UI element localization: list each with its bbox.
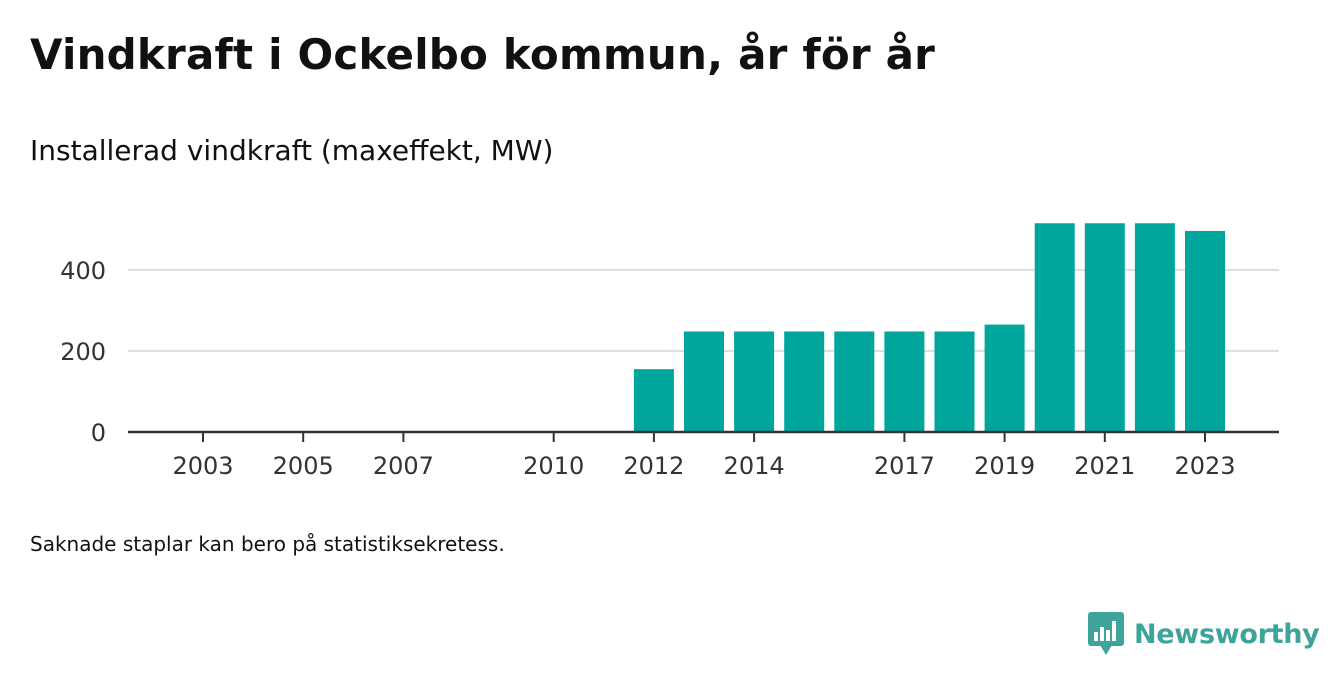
chart-title: Vindkraft i Ockelbo kommun, år för år (30, 30, 936, 79)
x-tick-label: 2010 (523, 452, 584, 480)
x-tick-label: 2012 (623, 452, 684, 480)
brand-name: Newsworthy (1134, 618, 1320, 650)
bar (784, 331, 825, 432)
x-tick-label: 2003 (172, 452, 233, 480)
bar (1034, 223, 1075, 432)
newsworthy-logo[interactable]: Newsworthy (1088, 612, 1320, 656)
y-tick-label: 400 (60, 257, 106, 285)
bar (884, 331, 925, 432)
bar (984, 324, 1025, 432)
bar (934, 331, 975, 432)
newsworthy-chart-bubble-icon (1088, 612, 1124, 655)
x-tick-label: 2005 (273, 452, 334, 480)
bar (734, 331, 775, 432)
y-tick-label: 0 (91, 419, 106, 447)
bar (1134, 223, 1175, 432)
bar (1185, 230, 1225, 432)
y-tick-label: 200 (60, 338, 106, 366)
x-tick-label: 2017 (874, 452, 935, 480)
x-tick-label: 2023 (1174, 452, 1235, 480)
chart-subtitle: Installerad vindkraft (maxeffekt, MW) (30, 134, 554, 167)
x-tick-label: 2014 (724, 452, 785, 480)
footnote: Saknade staplar kan bero på statistiksek… (30, 532, 505, 556)
x-tick-label: 2007 (373, 452, 434, 480)
bar (1084, 223, 1125, 432)
bar (633, 369, 674, 432)
bar (834, 331, 875, 432)
x-tick-label: 2019 (974, 452, 1035, 480)
bar (684, 331, 724, 432)
x-tick-label: 2021 (1074, 452, 1135, 480)
